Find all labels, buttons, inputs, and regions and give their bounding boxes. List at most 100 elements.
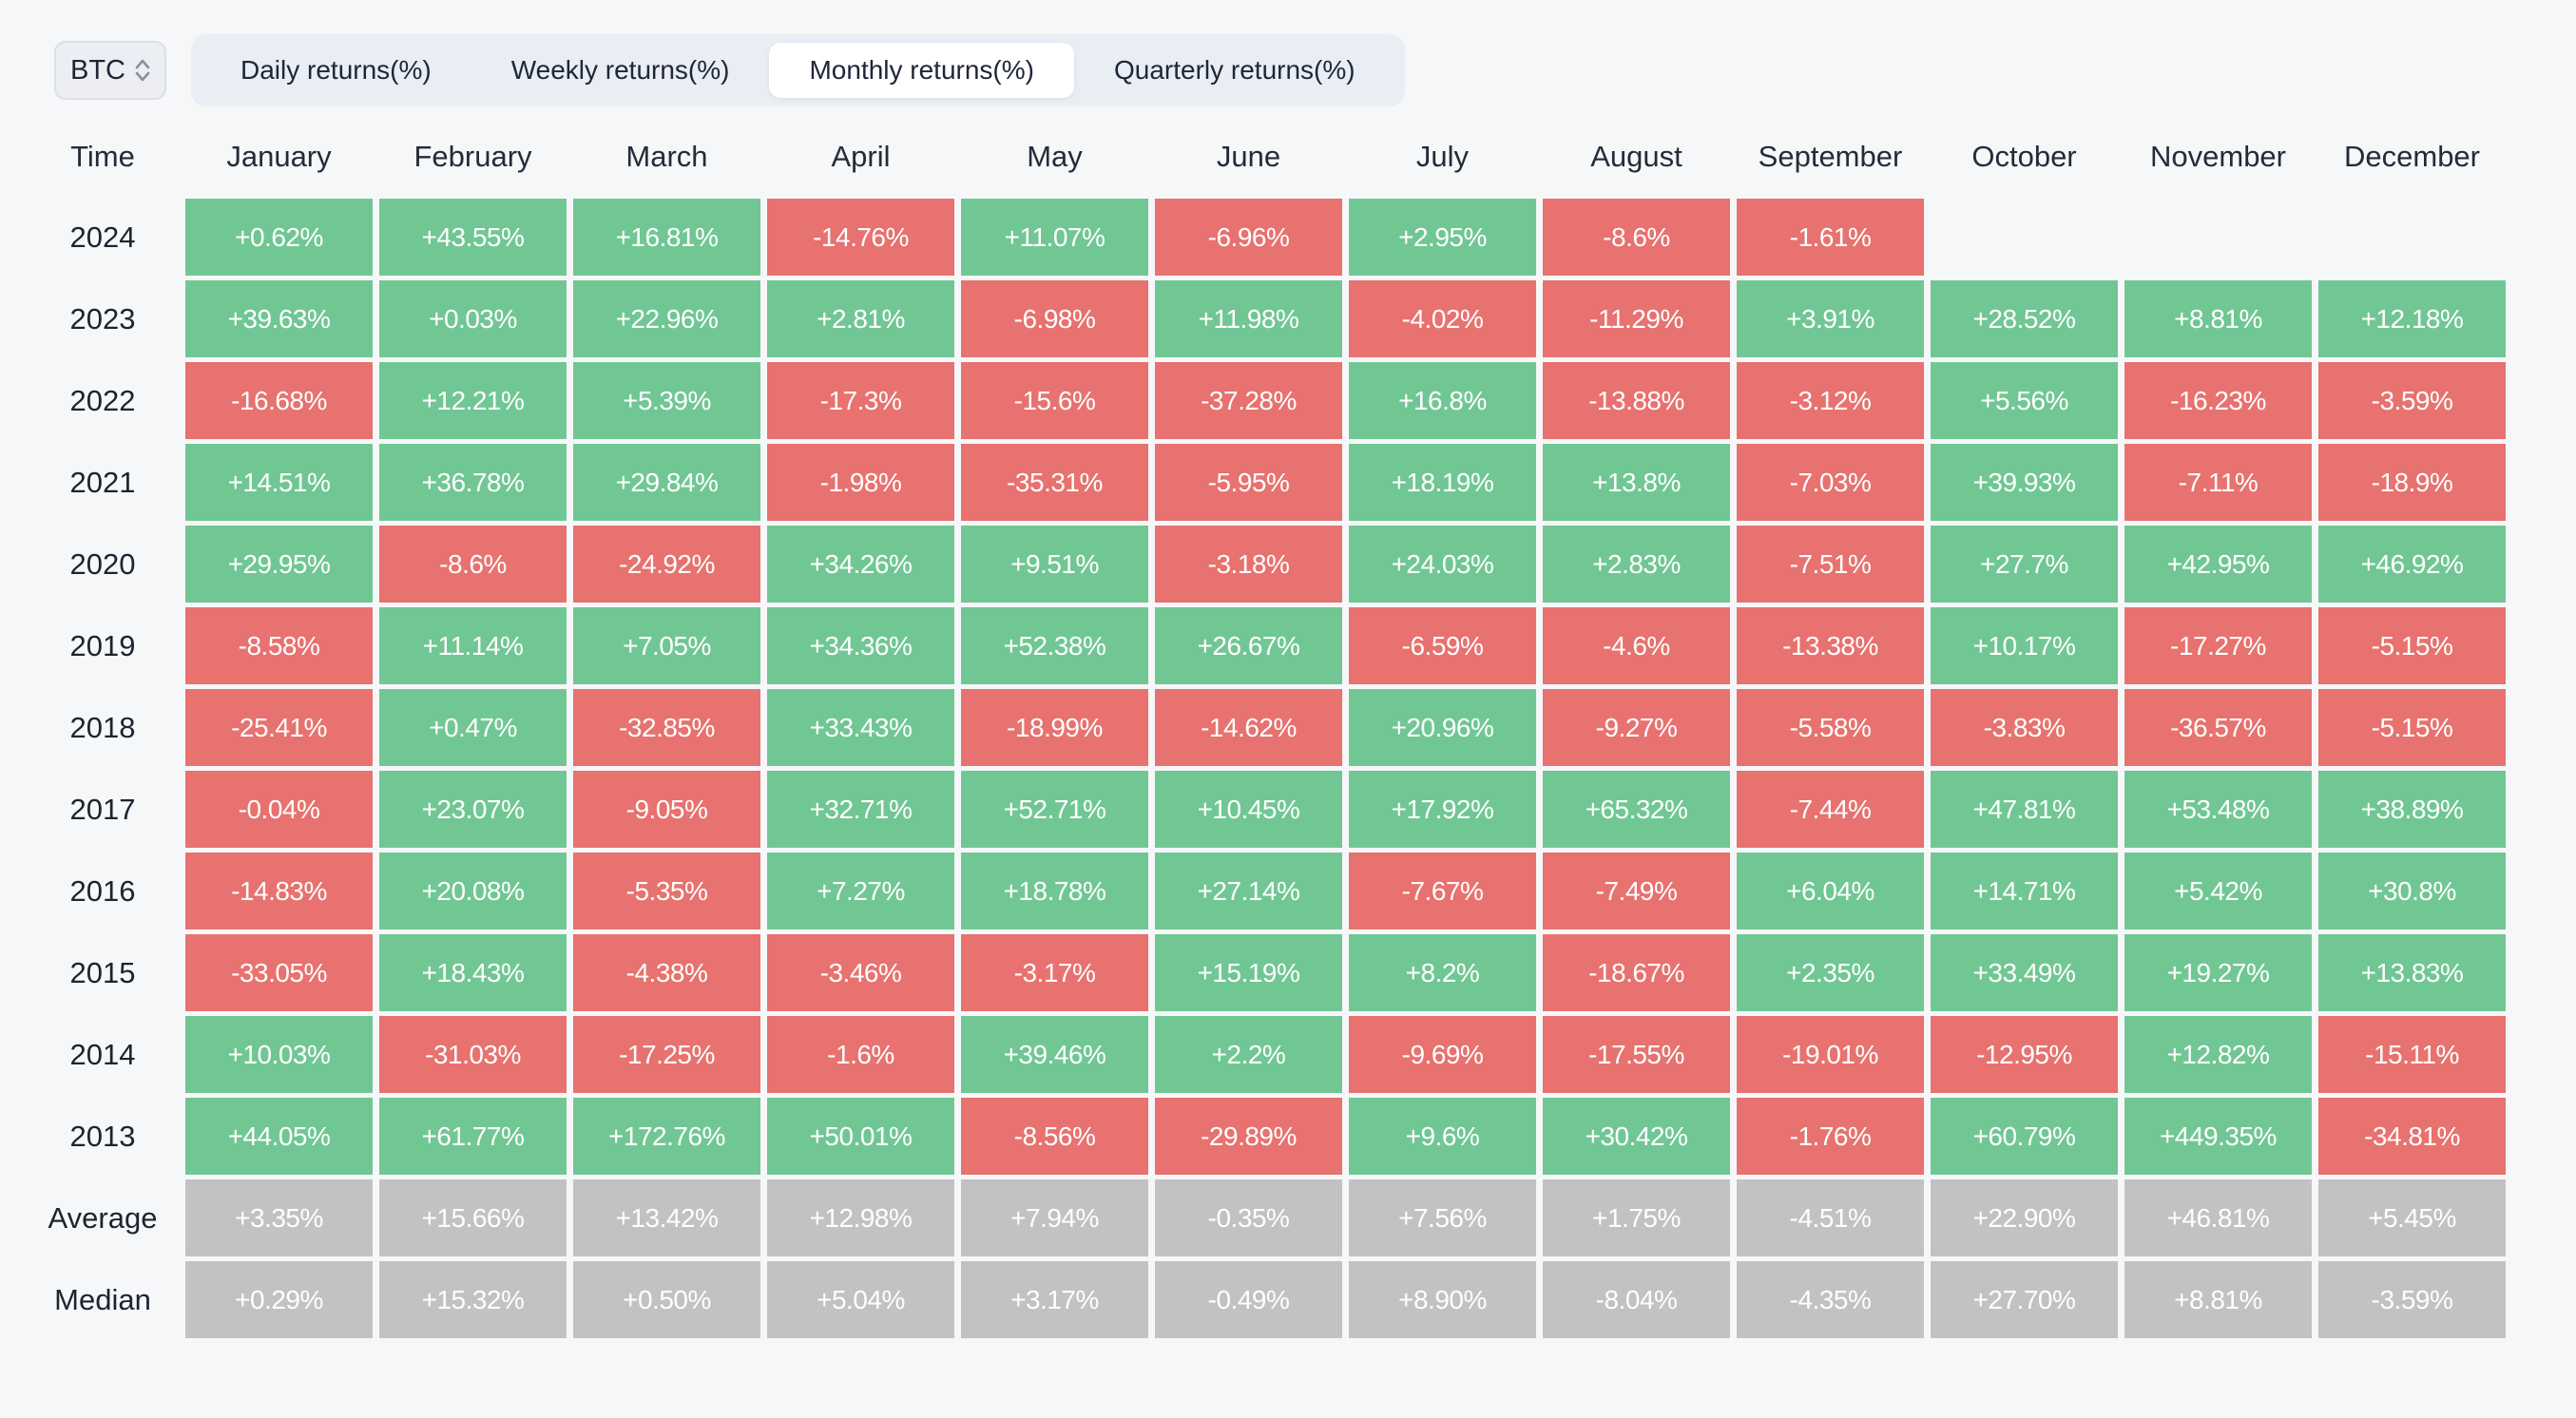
row-label: 2021 (69, 465, 136, 499)
month-header: November (2150, 140, 2286, 173)
return-cell: -15.11% (2318, 1016, 2506, 1093)
return-cell: +0.62% (185, 199, 373, 276)
return-cell: +38.89% (2318, 771, 2506, 848)
return-cell: +8.81% (2124, 280, 2312, 357)
return-cell: +13.42% (573, 1179, 760, 1256)
row-label: 2022 (69, 383, 136, 417)
return-cell: -17.55% (1543, 1016, 1730, 1093)
return-cell: +22.90% (1931, 1179, 2118, 1256)
monthly-returns-table: Time January February March April May June July… (27, 120, 2506, 1338)
return-cell: -8.6% (379, 526, 567, 603)
empty-cell (2124, 199, 2312, 276)
return-cell: -18.99% (961, 689, 1148, 766)
return-cell: +29.84% (573, 444, 760, 521)
return-cell: +46.92% (2318, 526, 2506, 603)
return-cell: +52.71% (961, 771, 1148, 848)
select-updown-icon (135, 59, 150, 82)
return-cell: +9.51% (961, 526, 1148, 603)
row-label: 2024 (69, 220, 136, 254)
time-column-header: Time (70, 140, 135, 173)
return-cell: +16.8% (1349, 362, 1536, 439)
tab-monthly-returns[interactable]: Monthly returns(%) (769, 43, 1074, 98)
return-cell: -17.27% (2124, 607, 2312, 684)
return-cell: -5.35% (573, 853, 760, 929)
return-cell: +2.83% (1543, 526, 1730, 603)
return-cell: +5.56% (1931, 362, 2118, 439)
return-cell: -35.31% (961, 444, 1148, 521)
tab-quarterly-returns[interactable]: Quarterly returns(%) (1113, 55, 1355, 85)
return-cell: +24.03% (1349, 526, 1536, 603)
return-cell: +9.6% (1349, 1098, 1536, 1175)
return-cell: -16.23% (2124, 362, 2312, 439)
return-cell: +172.76% (573, 1098, 760, 1175)
return-cell: +1.75% (1543, 1179, 1730, 1256)
return-cell: +39.46% (961, 1016, 1148, 1093)
row-label: Average (48, 1200, 158, 1235)
return-cell: -24.92% (573, 526, 760, 603)
return-cell: -5.58% (1737, 689, 1924, 766)
return-cell: -5.15% (2318, 607, 2506, 684)
row-label: 2020 (69, 546, 136, 581)
month-header: April (831, 140, 891, 173)
return-cell: +22.96% (573, 280, 760, 357)
return-cell: +30.42% (1543, 1098, 1730, 1175)
return-cell: -3.59% (2318, 362, 2506, 439)
row-label: 2023 (69, 301, 136, 335)
return-cell: +14.51% (185, 444, 373, 521)
tab-daily-returns[interactable]: Daily returns(%) (240, 55, 432, 85)
return-cell: +7.94% (961, 1179, 1148, 1256)
return-cell: -1.76% (1737, 1098, 1924, 1175)
return-cell: -3.46% (767, 934, 954, 1011)
return-cell: -36.57% (2124, 689, 2312, 766)
row-label: 2013 (69, 1119, 136, 1153)
return-cell: -7.67% (1349, 853, 1536, 929)
top-bar: BTC Daily returns(%) Weekly returns(%) M… (54, 34, 2576, 106)
return-cell: +60.79% (1931, 1098, 2118, 1175)
return-cell: +28.52% (1931, 280, 2118, 357)
return-cell: -9.69% (1349, 1016, 1536, 1093)
return-cell: +15.32% (379, 1261, 567, 1338)
return-cell: +5.42% (2124, 853, 2312, 929)
return-cell: -5.95% (1155, 444, 1342, 521)
return-cell: +0.03% (379, 280, 567, 357)
return-cell: -31.03% (379, 1016, 567, 1093)
return-cell: -7.51% (1737, 526, 1924, 603)
row-label: 2014 (69, 1037, 136, 1071)
return-cell: -18.67% (1543, 934, 1730, 1011)
return-cell: -18.9% (2318, 444, 2506, 521)
return-cell: +0.50% (573, 1261, 760, 1338)
row-label: 2019 (69, 628, 136, 662)
return-cell: -8.56% (961, 1098, 1148, 1175)
return-cell: +12.21% (379, 362, 567, 439)
return-cell: -7.44% (1737, 771, 1924, 848)
return-cell: -3.83% (1931, 689, 2118, 766)
return-cell: +2.95% (1349, 199, 1536, 276)
return-cell: +18.78% (961, 853, 1148, 929)
return-cell: +20.96% (1349, 689, 1536, 766)
return-cell: +42.95% (2124, 526, 2312, 603)
return-cell: +26.67% (1155, 607, 1342, 684)
return-cell: -17.3% (767, 362, 954, 439)
return-cell: +7.27% (767, 853, 954, 929)
month-header: June (1216, 140, 1281, 173)
return-cell: +7.05% (573, 607, 760, 684)
month-header: February (413, 140, 532, 173)
return-cell: -4.02% (1349, 280, 1536, 357)
row-label: 2016 (69, 873, 136, 908)
row-label: Median (54, 1282, 151, 1316)
month-header: December (2344, 140, 2480, 173)
tab-weekly-returns[interactable]: Weekly returns(%) (510, 55, 730, 85)
return-cell: -17.25% (573, 1016, 760, 1093)
return-cell: +8.2% (1349, 934, 1536, 1011)
return-cell: +17.92% (1349, 771, 1536, 848)
return-cell: +65.32% (1543, 771, 1730, 848)
asset-select[interactable]: BTC (54, 41, 166, 100)
return-cell: -1.6% (767, 1016, 954, 1093)
return-cell: +15.19% (1155, 934, 1342, 1011)
return-cell: -13.38% (1737, 607, 1924, 684)
return-cell: +13.8% (1543, 444, 1730, 521)
return-cell: +39.93% (1931, 444, 2118, 521)
return-cell: -13.88% (1543, 362, 1730, 439)
return-cell: -7.49% (1543, 853, 1730, 929)
return-cell: +5.45% (2318, 1179, 2506, 1256)
